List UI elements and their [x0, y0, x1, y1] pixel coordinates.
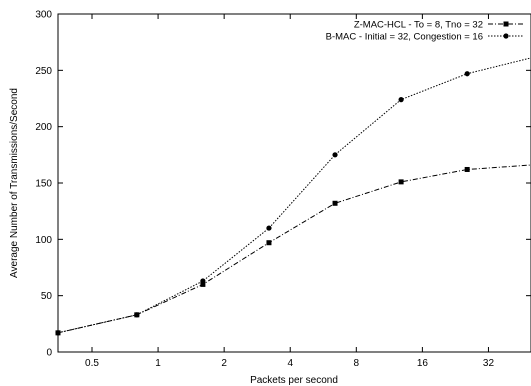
- y-tick-label: 150: [35, 179, 52, 190]
- legend-label: B-MAC - Initial = 32, Congestion = 16: [326, 32, 483, 43]
- y-tick-label: 200: [35, 122, 52, 133]
- y-axis-title: Average Number of Transmissions/Second: [9, 88, 20, 278]
- data-point: [266, 240, 272, 246]
- data-point: [398, 179, 404, 185]
- series-layer: [55, 57, 531, 336]
- data-point: [332, 200, 338, 206]
- y-tick-label: 0: [46, 348, 52, 359]
- data-point: [332, 152, 338, 158]
- legend-label: Z-MAC-HCL - To = 8, Tno = 32: [354, 20, 483, 31]
- x-tick-label: 4: [287, 358, 293, 369]
- y-axis: 0 50 100 150 200 250 300: [35, 10, 531, 359]
- series-2: [55, 57, 531, 336]
- data-point: [464, 166, 470, 172]
- data-point: [200, 281, 206, 287]
- series-line: [57, 164, 531, 334]
- legend: Z-MAC-HCL - To = 8, Tno = 32B-MAC - Init…: [326, 20, 524, 43]
- data-point: [55, 330, 61, 336]
- x-axis: 0.5 1 2 4 8 16 32: [85, 14, 494, 369]
- x-tick-label: 8: [354, 358, 360, 369]
- legend-marker: [503, 33, 509, 39]
- series-line: [57, 57, 531, 334]
- series-1: [55, 164, 531, 336]
- data-point: [398, 97, 404, 103]
- plot-frame: [57, 13, 531, 353]
- y-tick-label: 250: [35, 66, 52, 77]
- x-axis-title: Packets per second: [250, 375, 338, 386]
- x-tick-label: 32: [483, 358, 495, 369]
- y-tick-label: 100: [35, 235, 52, 246]
- data-point: [200, 278, 206, 284]
- y-tick-label: 300: [35, 10, 52, 21]
- data-point: [134, 312, 140, 318]
- data-point: [266, 225, 272, 231]
- x-tick-label: 1: [155, 358, 161, 369]
- x-tick-label: 0.5: [85, 358, 99, 369]
- x-tick-label: 16: [417, 358, 429, 369]
- data-point: [464, 71, 470, 77]
- x-tick-label: 2: [221, 358, 227, 369]
- legend-marker: [503, 21, 509, 27]
- y-tick-label: 50: [41, 291, 53, 302]
